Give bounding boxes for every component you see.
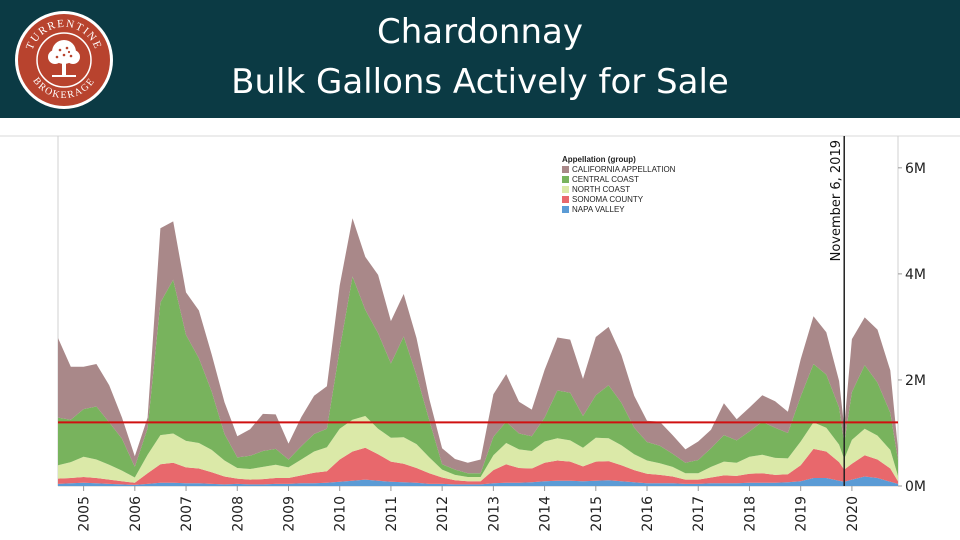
y-tick-label: 0M <box>905 479 926 495</box>
header-banner: TURRENTINE BROKERAGE Chardonnay Bulk Gal… <box>0 0 960 118</box>
x-tick-label: 2014 <box>538 496 554 532</box>
legend-item: CALIFORNIA APPELLATION <box>572 165 676 174</box>
x-tick-label: 2018 <box>742 496 758 532</box>
tree-icon <box>48 40 80 77</box>
x-tick-label: 2019 <box>794 496 810 532</box>
y-tick-label: 6M <box>905 161 926 177</box>
x-tick-label: 2006 <box>128 496 144 532</box>
x-tick-label: 2016 <box>640 496 656 532</box>
x-tick-label: 2015 <box>589 496 605 532</box>
area-central-coast <box>58 276 898 478</box>
legend-swatch <box>562 206 569 213</box>
legend-swatch <box>562 196 569 203</box>
x-tick-label: 2008 <box>230 496 246 532</box>
x-tick-label: 2012 <box>435 496 451 532</box>
x-tick-label: 2013 <box>486 496 502 532</box>
x-tick-label: 2017 <box>691 496 707 532</box>
x-tick-label: 2007 <box>179 496 195 532</box>
legend-swatch <box>562 166 569 173</box>
chart-title-line-1: Chardonnay <box>377 12 583 52</box>
legend-item: SONOMA COUNTY <box>572 195 644 204</box>
legend-item: NAPA VALLEY <box>572 205 625 214</box>
annotation-label: November 6, 2019 <box>829 140 844 261</box>
legend-item: CENTRAL COAST <box>572 175 639 184</box>
y-axis: 0M 2M 4M 6M <box>898 161 926 495</box>
x-tick-label: 2009 <box>281 496 297 532</box>
legend: Appellation (group)CALIFORNIA APPELLATIO… <box>562 155 676 214</box>
y-tick-label: 2M <box>905 373 926 389</box>
x-tick-label: 2010 <box>333 496 349 532</box>
legend-title: Appellation (group) <box>562 155 636 164</box>
y-tick-label: 4M <box>905 267 926 283</box>
x-tick-label: 2005 <box>77 496 93 532</box>
x-tick-label: 2011 <box>384 496 400 532</box>
area-napa-valley <box>58 476 898 486</box>
legend-swatch <box>562 186 569 193</box>
x-tick-label: 2020 <box>845 496 861 532</box>
date-annotation: November 6, 2019 <box>829 136 845 486</box>
legend-swatch <box>562 176 569 183</box>
turrentine-brokerage-logo: TURRENTINE BROKERAGE <box>15 11 113 109</box>
chart-title-line-2: Bulk Gallons Actively for Sale <box>231 62 729 102</box>
area-sonoma-county <box>58 447 898 485</box>
x-axis: 2005 2006 2007 2008 2009 2010 2011 2012 2013 2014… <box>77 486 861 532</box>
legend-item: NORTH COAST <box>572 185 630 194</box>
area-north-coast <box>58 416 898 483</box>
stacked-area-chart: 2005 2006 2007 2008 2009 2010 2011 2012 2013 2014… <box>0 135 960 532</box>
series-areas <box>58 218 898 486</box>
